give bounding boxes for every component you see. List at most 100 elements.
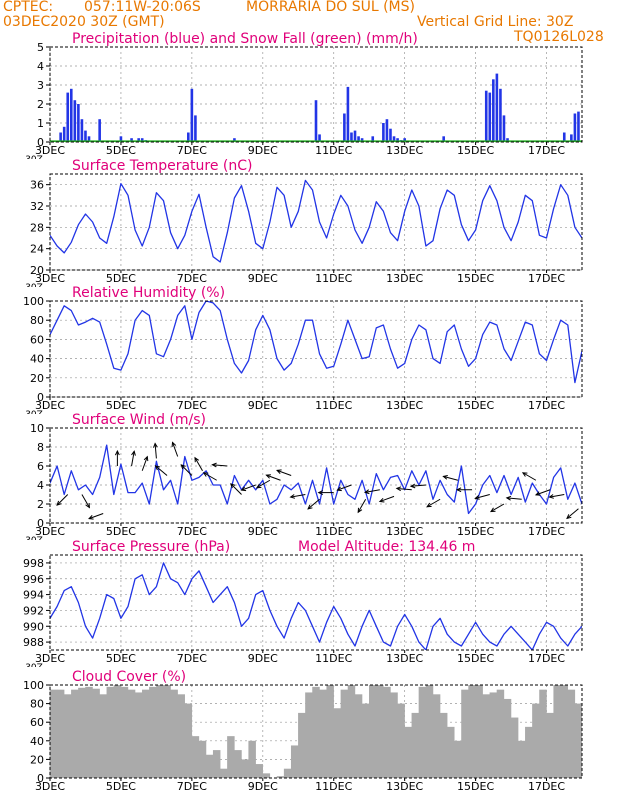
precip-bar [73, 100, 77, 142]
temp-ytick-label: 24 [30, 243, 44, 256]
precip-bar [396, 138, 399, 142]
wind-arrow-shaft [410, 484, 426, 487]
precip-xtick-label: 11DEC [315, 144, 352, 157]
wind-arrow-head [88, 515, 94, 520]
rh-xtick-label: 7DEC [177, 399, 207, 412]
wind-arrow-shaft [426, 498, 441, 508]
precip-bar [77, 104, 80, 142]
cloud-bar [489, 692, 498, 778]
wind-arrow-head [153, 442, 158, 448]
wind-arrow-shaft [172, 442, 179, 457]
cloud-bar [354, 694, 363, 778]
precip-bar [403, 138, 406, 142]
cloud-xtick-label: 11DEC [315, 780, 352, 793]
wind-xtick-label: 17DEC [528, 525, 565, 538]
cloud-bar [326, 685, 334, 778]
precip-bar [66, 92, 70, 142]
cloud-bar [85, 686, 93, 778]
wind-arrow-head [211, 462, 217, 468]
precip-ytick-label: 3 [37, 79, 44, 92]
rh-data [50, 301, 582, 384]
wind-arrow-shaft [212, 464, 228, 467]
cloud-bar [347, 685, 356, 778]
wind-arrow [566, 508, 579, 520]
wind-arrow-shaft [337, 484, 352, 491]
cloud-bar [156, 685, 164, 778]
wind-xtick-label: 5DEC [106, 525, 136, 538]
wind-arrow [81, 494, 90, 509]
wind-arrow-head [131, 450, 136, 456]
cloud-bar [113, 685, 122, 778]
cloud-bar [482, 694, 490, 778]
cloud-bar [312, 686, 320, 778]
precip-bar [98, 119, 101, 142]
wind-arrow [455, 487, 473, 493]
wind-arrow-head [357, 507, 363, 514]
cloud-bar [134, 692, 143, 778]
wind-arrow [131, 450, 136, 467]
cloud-bar [283, 768, 292, 778]
wind-ytick-label: 8 [37, 441, 44, 454]
precip-bar [495, 73, 499, 142]
cloud-xtick-label: 9DEC [248, 780, 278, 793]
cloud-bar [205, 754, 214, 778]
wind-arrow-shaft [141, 456, 148, 471]
precip-bar [87, 136, 91, 142]
precip-bar [59, 132, 62, 142]
grid-note-label: Vertical Grid Line: 30Z [417, 14, 574, 30]
wind-arrow [474, 494, 490, 500]
wind-arrow [490, 503, 505, 513]
precip-title: Precipitation (blue) and Snow Fall (gree… [72, 31, 418, 47]
precip-bar [385, 119, 389, 142]
wind-arrow-head [85, 502, 90, 509]
cloud-bar [127, 689, 136, 778]
pres-series-line [50, 562, 582, 650]
wind-arrow-head [426, 502, 432, 508]
temp-xtick-label: 11DEC [315, 272, 352, 285]
wind-xtick-label: 3DEC [35, 525, 65, 538]
cloud-bar [191, 736, 200, 778]
wind-arrow-shaft [290, 494, 306, 498]
temp-xtick-label: 9DEC [248, 272, 278, 285]
wind-arrow-head [276, 469, 282, 474]
wind-arrow [255, 479, 271, 489]
temp-data [50, 179, 582, 263]
precip-bar [190, 88, 194, 142]
precip-bar [318, 134, 321, 142]
cloud-ytick-label: 0 [37, 772, 44, 785]
cloud-bar [262, 773, 271, 778]
wind-arrow [141, 455, 149, 471]
cloud-bar [340, 689, 349, 778]
precip-bar [499, 88, 502, 142]
wind-arrow-head [363, 489, 370, 495]
precip-xtick-label: 13DEC [386, 144, 423, 157]
precip-ytick-label: 2 [37, 98, 44, 111]
pres-ytick-label: 994 [23, 589, 44, 602]
rh-ytick-label: 80 [30, 314, 44, 327]
wind-arrow [378, 495, 395, 503]
pres-ytick-label: 988 [23, 636, 44, 649]
cloud-bar [404, 726, 412, 778]
precip-bar [360, 138, 364, 142]
wind-arrow-head [56, 500, 62, 506]
precip-xtick-label: 3DEC [35, 144, 65, 157]
wind-arrow-shaft [256, 479, 271, 489]
wind-arrow-shaft [549, 494, 565, 498]
precip-xtick-label: 5DEC [106, 144, 136, 157]
cloud-bar [560, 685, 569, 778]
wind-arrow-head [240, 486, 247, 492]
wind-arrow-shaft [396, 487, 412, 491]
cloud-bar [539, 689, 547, 778]
precip-bar [350, 132, 353, 142]
wind-xtick-label: 13DEC [386, 525, 423, 538]
cloud-bar [439, 712, 448, 778]
wind-arrow-head [265, 474, 271, 479]
rh-ytick-label: 60 [30, 333, 44, 346]
cloud-bar [376, 685, 384, 778]
cloud-bar [227, 736, 235, 778]
wind-xtick-label: 7DEC [177, 525, 207, 538]
cloud-bar [369, 685, 377, 778]
precip-panel: 0 1 2 3 4 5 3DEC 5DEC 7DEC 9DEC 11DEC 13DEC 15DEC 17D… [25, 31, 583, 159]
wind-arrow-shaft [276, 469, 292, 476]
rh-partial-xlabel: 30Z [25, 410, 43, 420]
